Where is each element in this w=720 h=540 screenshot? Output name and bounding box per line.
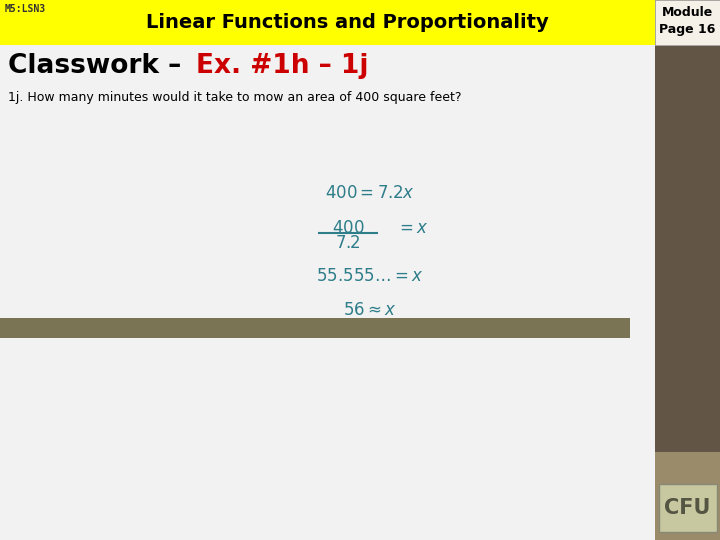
- Bar: [659, 484, 716, 532]
- Text: $7.2$: $7.2$: [335, 235, 361, 252]
- Text: $55.555 \ldots = x$: $55.555 \ldots = x$: [316, 268, 423, 285]
- Bar: [655, 0, 720, 540]
- Text: $56 \approx x$: $56 \approx x$: [343, 302, 397, 319]
- Bar: [655, 0, 720, 45]
- Text: Classwork –: Classwork –: [8, 53, 190, 79]
- Text: Ex. #1h – 1j: Ex. #1h – 1j: [196, 53, 369, 79]
- Bar: [0, 0, 655, 45]
- Bar: [0, 318, 630, 338]
- Bar: [655, 452, 720, 540]
- Text: 1j. How many minutes would it take to mow an area of 400 square feet?: 1j. How many minutes would it take to mo…: [8, 91, 462, 104]
- Text: Module: Module: [662, 6, 713, 19]
- Text: M5:LSN3: M5:LSN3: [5, 4, 46, 14]
- Text: CFU: CFU: [665, 498, 711, 518]
- Text: $400 = 7.2x$: $400 = 7.2x$: [325, 185, 415, 202]
- Text: Page 16: Page 16: [660, 24, 716, 37]
- Text: $400$: $400$: [332, 220, 364, 237]
- Text: $= x$: $= x$: [396, 220, 428, 237]
- Text: Linear Functions and Proportionality: Linear Functions and Proportionality: [146, 13, 549, 32]
